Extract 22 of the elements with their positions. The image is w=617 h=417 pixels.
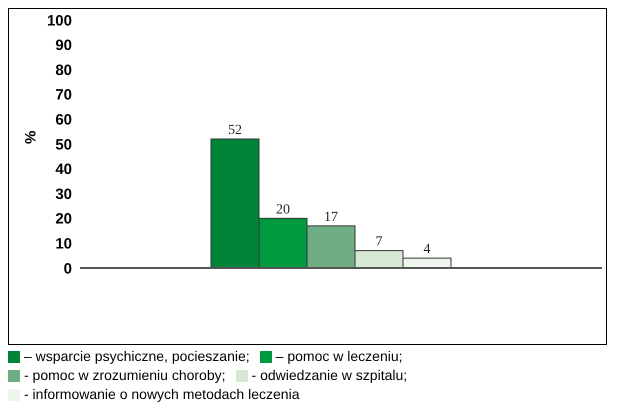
data-label: 20	[276, 202, 290, 218]
y-tick-label: 50	[55, 136, 72, 154]
legend-label: - odwiedzanie w szpitalu;	[252, 367, 408, 383]
data-label: 17	[324, 210, 338, 225]
y-tick-label: 70	[55, 86, 72, 104]
y-tick-label: 30	[55, 186, 72, 203]
y-tick-label: 80	[55, 62, 72, 79]
y-tick-label: 0	[64, 260, 72, 278]
y-tick-label: 20	[55, 210, 72, 228]
legend-label: – wsparcie psychiczne, pocieszanie;	[24, 348, 250, 364]
y-tick-label: 40	[55, 161, 72, 178]
legend-label: - informowanie o nowych metodach leczenia	[24, 386, 300, 402]
y-tick-label: 60	[55, 112, 72, 129]
y-axis-title: %	[22, 130, 40, 144]
data-label: 52	[228, 123, 242, 138]
y-tick-label: 10	[55, 236, 72, 253]
legend-label: - pomoc w zrozumieniu choroby;	[24, 367, 226, 383]
data-label: 7	[376, 234, 382, 250]
legend-label: – pomoc w leczeniu;	[276, 348, 403, 364]
y-tick-label: 90	[55, 37, 72, 54]
y-tick-label: 100	[46, 12, 72, 30]
data-label: 4	[424, 242, 430, 258]
